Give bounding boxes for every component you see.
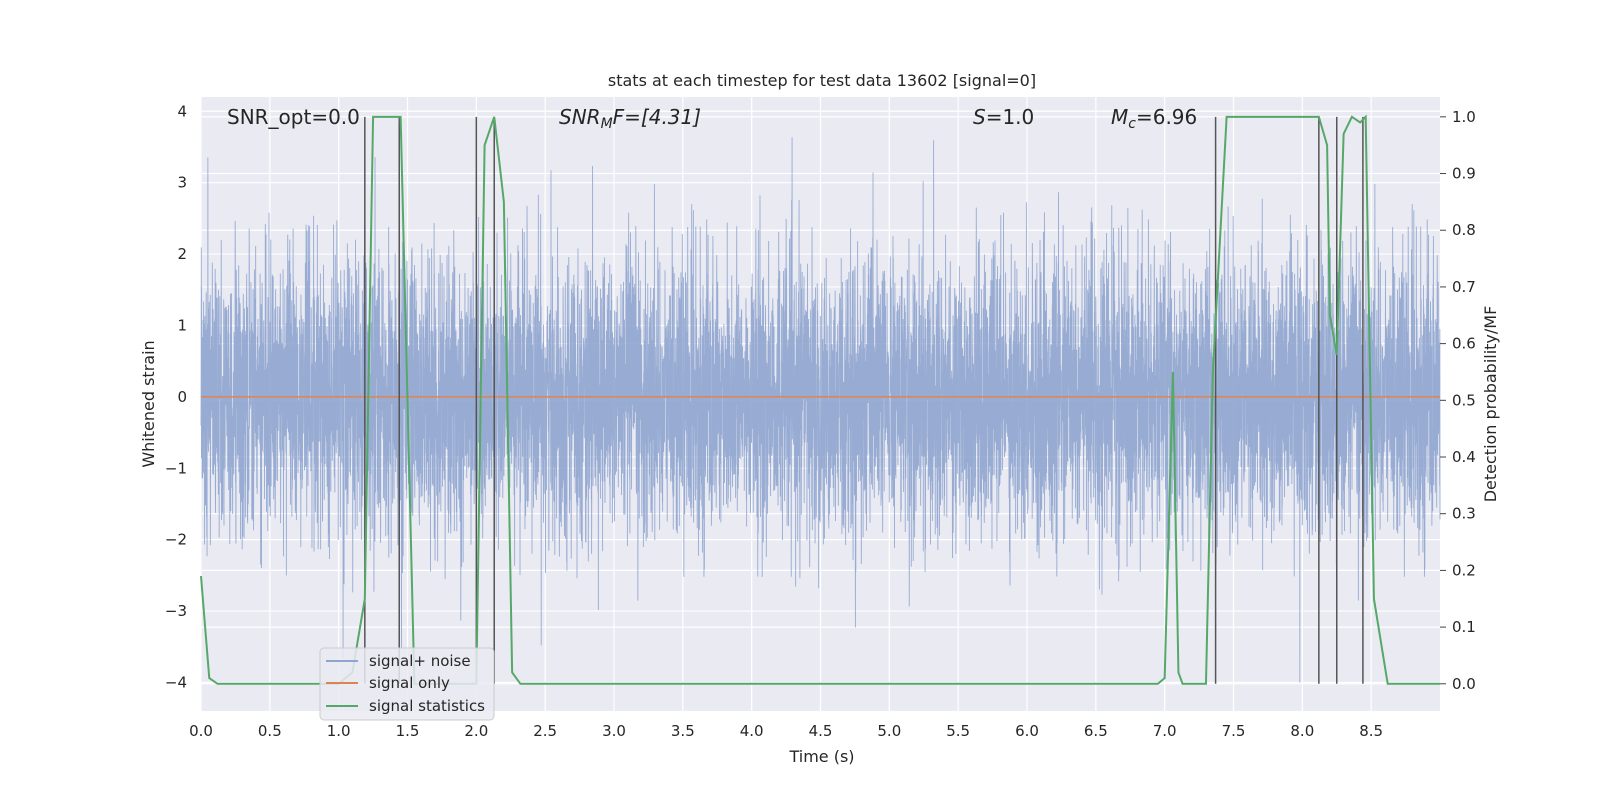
x-tick-label: 1.5 xyxy=(396,722,420,740)
y2-tick-label: 0.9 xyxy=(1452,165,1476,183)
x-tick-label: 5.0 xyxy=(877,722,901,740)
noise-trace xyxy=(200,137,1441,683)
x-axis-label: Time (s) xyxy=(788,747,854,766)
y-axis-label: Whitened strain xyxy=(139,340,158,467)
legend: signal+ noise signal only signal statist… xyxy=(319,647,495,721)
legend-label-noise: signal+ noise xyxy=(369,652,471,670)
x-axis-ticks: 0.0 0.5 1.0 1.5 2.0 2.5 3.0 3.5 4.0 4.5 5.0 5.5 6.0 6… xyxy=(189,722,1383,740)
y-tick-label: 2 xyxy=(177,245,187,263)
y2-tick-label: 0.8 xyxy=(1452,221,1476,239)
x-tick-label: 6.5 xyxy=(1084,722,1108,740)
annotation-mc: Mc=6.96 xyxy=(1111,105,1197,132)
x-tick-label: 8.5 xyxy=(1359,722,1383,740)
annotation-snr-opt: SNR_opt=0.0 xyxy=(227,105,360,129)
x-tick-label: 2.5 xyxy=(533,722,557,740)
y-tick-label: −4 xyxy=(165,673,187,691)
chart-title: stats at each timestep for test data 136… xyxy=(608,71,1036,90)
y2-tick-label: 0.2 xyxy=(1452,561,1476,579)
annotation-snr-mf: SNRMF=[4.31] xyxy=(559,105,701,132)
vertical-markers xyxy=(364,116,1364,684)
annotation-s: S=1.0 xyxy=(973,105,1034,129)
x-tick-label: 8.0 xyxy=(1290,722,1314,740)
y2-tick-label: 0.3 xyxy=(1452,505,1476,523)
x-tick-label: 1.0 xyxy=(327,722,351,740)
y-tick-label: 1 xyxy=(177,316,187,334)
series-signal-statistics xyxy=(200,114,1440,685)
y-tick-label: −3 xyxy=(165,602,187,620)
y2-tick-label: 0.5 xyxy=(1452,391,1476,409)
y-tick-label: 0 xyxy=(177,388,187,406)
y-tick-label: 4 xyxy=(177,102,187,120)
y-tick-label: −2 xyxy=(165,531,187,549)
y2-tick-label: 0.7 xyxy=(1452,278,1476,296)
x-tick-label: 0.0 xyxy=(189,722,213,740)
x-tick-label: 7.5 xyxy=(1222,722,1246,740)
y2-tick-label: 0.0 xyxy=(1452,675,1476,693)
y-tick-label: 3 xyxy=(177,174,187,192)
y2-axis-ticks: 0.0 0.1 0.2 0.3 0.4 0.5 0.6 0.7 0.8 0.9 1.0 xyxy=(1440,108,1476,693)
y-tick-label: −1 xyxy=(165,459,187,477)
x-tick-label: 0.5 xyxy=(258,722,282,740)
y2-tick-label: 0.6 xyxy=(1452,335,1476,353)
x-tick-label: 5.5 xyxy=(946,722,970,740)
y2-axis-label: Detection probability/MF xyxy=(1481,306,1500,503)
x-tick-label: 4.5 xyxy=(809,722,833,740)
legend-label-signal: signal only xyxy=(369,674,450,692)
x-tick-label: 4.0 xyxy=(740,722,764,740)
y2-tick-label: 0.1 xyxy=(1452,618,1476,636)
legend-label-stats: signal statistics xyxy=(369,697,485,715)
x-tick-label: 7.0 xyxy=(1153,722,1177,740)
x-tick-label: 6.0 xyxy=(1015,722,1039,740)
y2-tick-label: 1.0 xyxy=(1452,108,1476,126)
y2-tick-label: 0.4 xyxy=(1452,448,1476,466)
legend-box xyxy=(319,647,495,721)
x-tick-label: 2.0 xyxy=(464,722,488,740)
x-tick-label: 3.0 xyxy=(602,722,626,740)
statistics-line xyxy=(200,114,1440,685)
y-axis-ticks: −4 −3 −2 −1 0 1 2 3 4 xyxy=(165,102,187,691)
series-signal-noise xyxy=(200,137,1441,683)
x-tick-label: 3.5 xyxy=(671,722,695,740)
